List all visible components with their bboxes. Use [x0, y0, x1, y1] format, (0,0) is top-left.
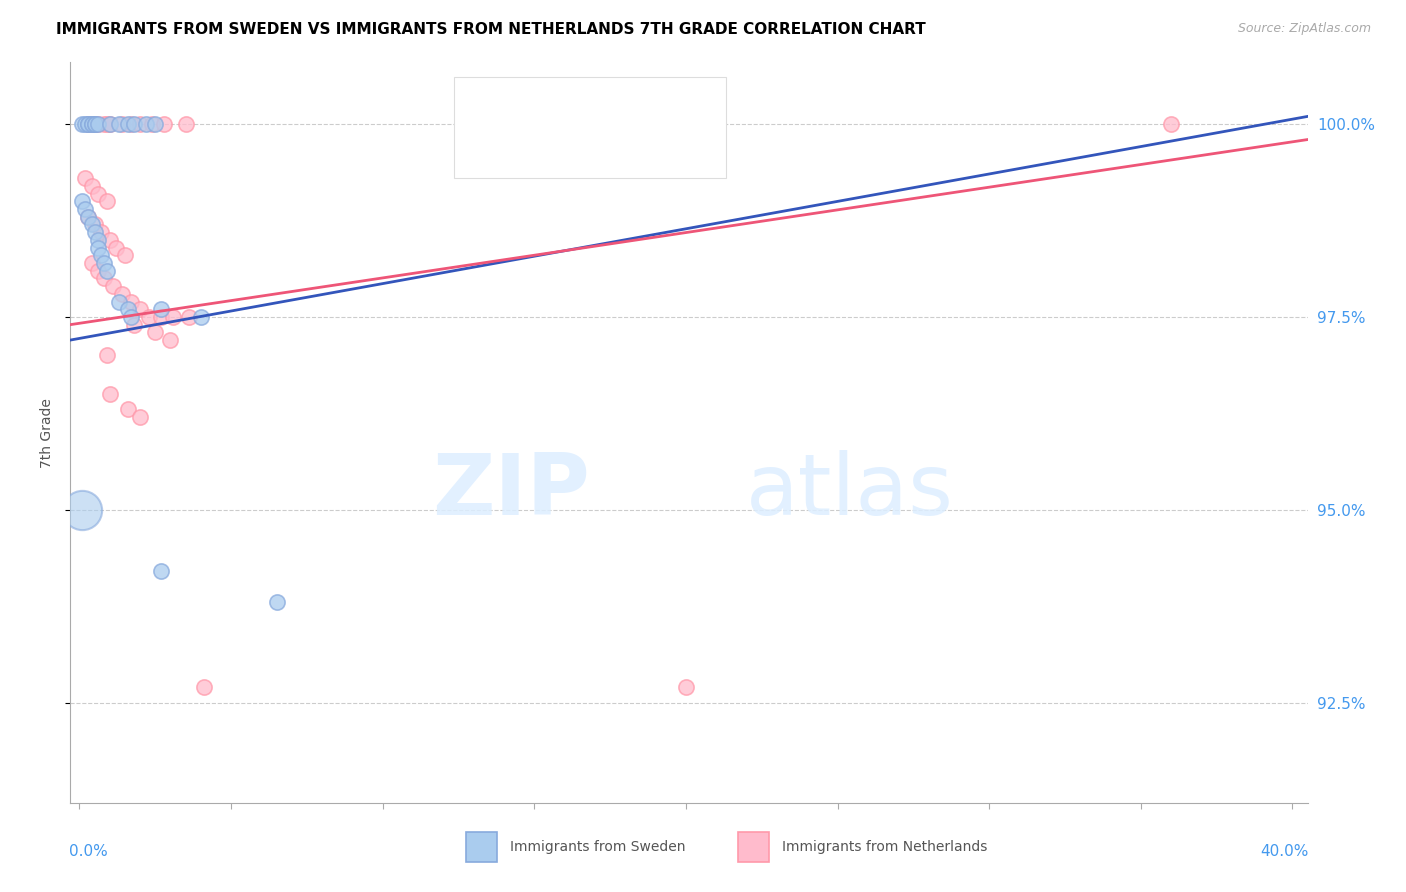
Text: atlas: atlas [745, 450, 953, 533]
Point [93, 117, 115, 131]
Point [117, 117, 139, 131]
Point [104, 241, 127, 255]
Point [159, 333, 181, 347]
Point [129, 302, 152, 317]
Point [86, 117, 108, 131]
Point [675, 680, 697, 694]
Text: 40.0%: 40.0% [1260, 844, 1309, 858]
Point [120, 294, 142, 309]
Text: ZIP: ZIP [432, 450, 591, 533]
Text: Source: ZipAtlas.com: Source: ZipAtlas.com [1237, 22, 1371, 36]
Point [83, 225, 105, 239]
Point [83, 218, 105, 232]
Point [77, 117, 100, 131]
Text: IMMIGRANTS FROM SWEDEN VS IMMIGRANTS FROM NETHERLANDS 7TH GRADE CORRELATION CHAR: IMMIGRANTS FROM SWEDEN VS IMMIGRANTS FRO… [56, 22, 927, 37]
Point [1160, 117, 1182, 131]
FancyBboxPatch shape [467, 832, 498, 862]
Point [72, 194, 94, 209]
Point [122, 318, 145, 332]
Point [120, 117, 142, 131]
Point [86, 233, 108, 247]
Point [93, 271, 115, 285]
Point [98, 117, 121, 131]
Point [174, 117, 197, 131]
Point [86, 117, 108, 131]
Point [143, 117, 166, 131]
Point [143, 326, 166, 340]
Point [177, 310, 200, 324]
Point [138, 310, 160, 324]
Point [80, 117, 103, 131]
Point [98, 117, 121, 131]
Point [75, 171, 97, 186]
Point [96, 263, 118, 277]
Point [111, 286, 134, 301]
Point [72, 117, 94, 131]
Point [80, 256, 103, 270]
Point [129, 410, 152, 425]
FancyBboxPatch shape [738, 832, 769, 862]
Point [190, 310, 212, 324]
Point [122, 117, 145, 131]
Point [117, 302, 139, 317]
Point [77, 210, 100, 224]
Point [266, 595, 288, 609]
Point [141, 117, 163, 131]
Point [98, 387, 121, 401]
Point [80, 178, 103, 193]
Point [150, 302, 173, 317]
Text: 0.0%: 0.0% [69, 844, 108, 858]
Point [96, 194, 118, 209]
Point [75, 202, 97, 216]
Text: R = 0.314   N = 33: R = 0.314 N = 33 [509, 96, 681, 114]
Point [117, 402, 139, 417]
Point [90, 225, 112, 239]
Point [108, 294, 131, 309]
Point [93, 256, 115, 270]
Point [80, 117, 103, 131]
Point [114, 248, 136, 262]
Point [77, 117, 100, 131]
Text: R = 0.175   N = 50: R = 0.175 N = 50 [509, 141, 681, 159]
Point [101, 279, 124, 293]
Point [98, 233, 121, 247]
Point [83, 117, 105, 131]
Point [75, 117, 97, 131]
Point [193, 680, 215, 694]
Point [120, 310, 142, 324]
Point [150, 565, 173, 579]
Text: Immigrants from Sweden: Immigrants from Sweden [509, 840, 685, 855]
Point [153, 117, 176, 131]
Point [129, 117, 152, 131]
FancyBboxPatch shape [460, 129, 498, 170]
Point [80, 117, 103, 131]
Point [96, 117, 118, 131]
Point [80, 218, 103, 232]
Point [83, 117, 105, 131]
Point [150, 310, 173, 324]
Point [111, 117, 134, 131]
Point [83, 117, 105, 131]
Point [77, 117, 100, 131]
Point [77, 210, 100, 224]
Point [86, 263, 108, 277]
Point [72, 502, 94, 516]
Y-axis label: 7th Grade: 7th Grade [39, 398, 53, 467]
Point [86, 241, 108, 255]
Point [162, 310, 184, 324]
FancyBboxPatch shape [454, 77, 725, 178]
Point [135, 117, 157, 131]
Point [108, 117, 131, 131]
Point [86, 186, 108, 201]
FancyBboxPatch shape [460, 85, 498, 126]
Point [90, 248, 112, 262]
Point [96, 349, 118, 363]
Text: Immigrants from Netherlands: Immigrants from Netherlands [782, 840, 987, 855]
Point [704, 117, 727, 131]
